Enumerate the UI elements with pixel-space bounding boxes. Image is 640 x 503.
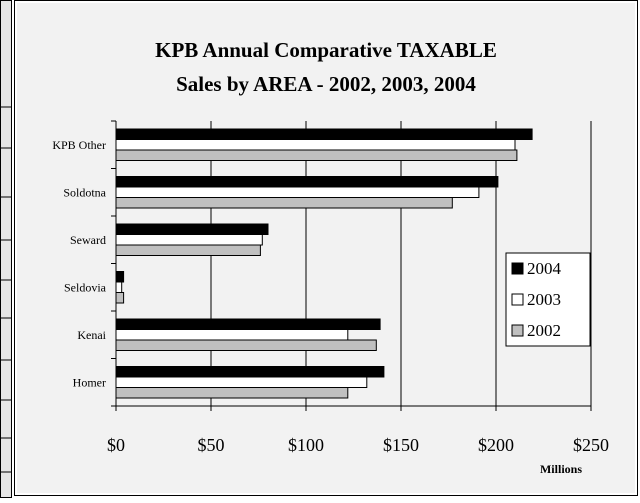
x-tick-label-2: $100 [288,435,324,455]
category-label-3: Seldovia [64,280,107,294]
x-axis-title: Millions [540,462,582,476]
x-tick-label-5: $250 [573,435,609,455]
chart-container: KPB Annual Comparative TAXABLE Sales by … [14,0,638,496]
bar-kenai-2003 [115,329,349,341]
category-label-1: Soldotna [63,185,106,199]
bar-seldovia-2002 [115,292,125,304]
bar-kenai-2002 [115,339,377,351]
chart-title-line-1: KPB Annual Comparative TAXABLE [155,38,497,62]
left-table-edge [0,0,12,498]
legend-swatch-2004 [511,262,524,275]
category-label-4: Kenai [77,328,106,342]
bar-homer-2004 [115,366,385,378]
category-label-2: Seward [70,233,106,247]
bar-homer-2003 [115,376,368,388]
x-tick-label-3: $150 [383,435,419,455]
bar-seward-2003 [115,234,263,246]
bar-soldotna-2002 [115,197,453,209]
legend-label-2004: 2004 [527,259,562,278]
legend: 2004 2003 2002 [505,252,591,347]
bar-kenai-2004 [115,318,381,330]
bar-seward-2002 [115,244,261,256]
chart-svg: KPB Annual Comparative TAXABLE Sales by … [17,3,635,493]
bar-kpb-other-2004 [115,128,533,140]
bar-seward-2004 [115,223,269,235]
category-label-0: KPB Other [52,138,106,152]
legend-swatch-2003 [511,293,524,306]
bar-kpb-other-2003 [115,139,516,151]
category-label-5: Homer [73,375,106,389]
chart-title-line-2: Sales by AREA - 2002, 2003, 2004 [176,72,476,96]
legend-swatch-2002 [511,324,524,337]
bar-soldotna-2004 [115,176,499,188]
left-table-edge-svg [0,0,12,498]
bar-seldovia-2004 [115,271,125,283]
legend-label-2002: 2002 [527,321,561,340]
bar-kpb-other-2002 [115,149,518,161]
legend-label-2003: 2003 [527,290,561,309]
x-tick-label-0: $0 [107,435,125,455]
bar-homer-2002 [115,387,349,399]
x-tick-label-4: $200 [478,435,514,455]
plot-area: KPB Other Soldotna Seward Seldovia Kenai Home… [52,120,609,476]
bar-soldotna-2003 [115,186,480,198]
x-tick-label-1: $50 [198,435,225,455]
bar-seldovia-2003 [115,281,123,293]
